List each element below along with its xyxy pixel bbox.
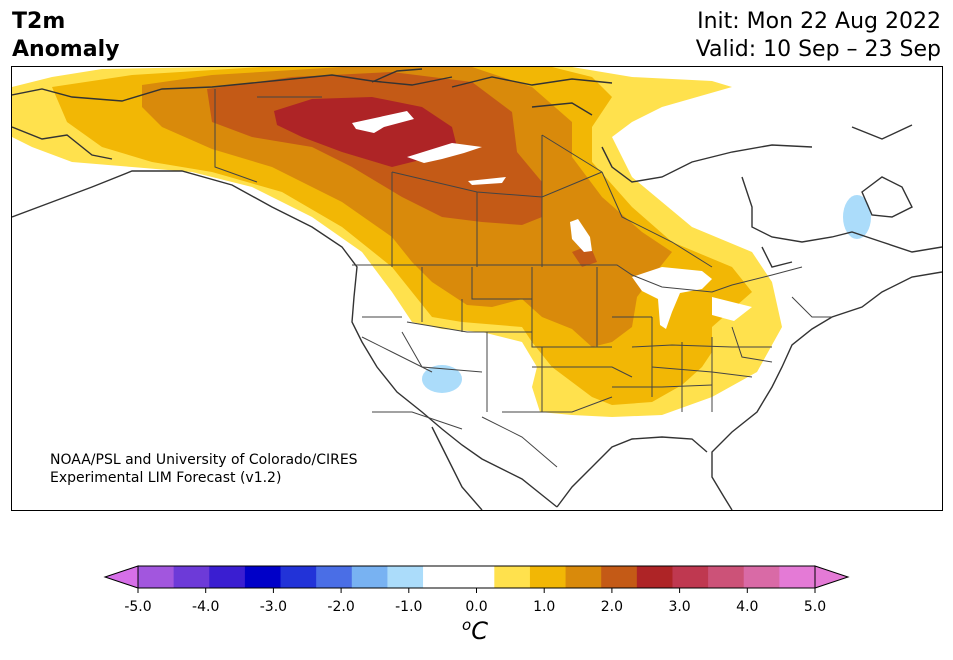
- credit-line-1: NOAA/PSL and University of Colorado/CIRE…: [50, 452, 358, 468]
- credit-text: NOAA/PSL and University of Colorado/CIRE…: [50, 451, 358, 487]
- colorbar-swatch: [636, 566, 673, 588]
- colorbar-tick-label: -3.0: [260, 599, 287, 615]
- init-date: Init: Mon 22 Aug 2022: [697, 9, 941, 34]
- colorbar-swatch: [244, 566, 282, 588]
- anomaly-contour-2-5: [274, 97, 457, 167]
- temperature-anomaly-map: [12, 67, 942, 510]
- colorbar-swatch: [458, 566, 495, 588]
- colorbar-tick-label: 3.0: [668, 599, 690, 615]
- colorbar-swatch: [601, 566, 638, 588]
- colorbar-tick-label: 1.0: [533, 599, 555, 615]
- coastlines: [12, 68, 942, 510]
- colorbar-swatch: [529, 566, 567, 588]
- lake-winnipeg: [570, 219, 592, 252]
- unit-letter: C: [471, 617, 488, 645]
- map-title: T2m Anomaly: [12, 8, 119, 64]
- great-slave-lake: [407, 143, 482, 163]
- colorbar-swatch: [209, 566, 246, 588]
- cool-anomaly-southwest: [422, 365, 462, 393]
- valid-range: Valid: 10 Sep – 23 Sep: [695, 37, 941, 62]
- colorbar-tick-label: 4.0: [736, 599, 758, 615]
- colorbar-tick-label: -1.0: [395, 599, 422, 615]
- colorbar-tick-label: 2.0: [601, 599, 623, 615]
- map-panel: NOAA/PSL and University of Colorado/CIRE…: [11, 66, 943, 511]
- great-lakes: [632, 267, 752, 329]
- colorbar-ticks: -5.0 -4.0 -3.0 -2.0 -1.0 0.0 1.0 2.0 3.0 4.0 5.0: [124, 588, 826, 615]
- colorbar-tick-label: -5.0: [124, 599, 151, 615]
- colorbar-over-arrow: [814, 565, 850, 589]
- credit-line-2: Experimental LIM Forecast (v1.2): [50, 470, 282, 486]
- lake-athabasca: [468, 177, 506, 185]
- colorbar-unit: oC: [462, 616, 488, 645]
- colorbar-swatch: [565, 566, 602, 588]
- colorbar-swatch: [280, 566, 317, 588]
- colorbar-tick-label: 0.0: [465, 599, 487, 615]
- colorbar-swatches: [103, 565, 850, 589]
- colorbar-swatch: [138, 566, 175, 588]
- forecast-dates: Init: Mon 22 Aug 2022 Valid: 10 Sep – 23…: [696, 8, 941, 64]
- colorbar-under-arrow: [103, 565, 139, 589]
- degree-symbol: o: [462, 616, 472, 634]
- colorbar-swatch: [494, 566, 531, 588]
- colorbar-tick-label: 5.0: [804, 599, 826, 615]
- colorbar-swatch: [779, 566, 816, 588]
- cool-anomaly-quebec: [843, 195, 871, 239]
- colorbar-swatch: [173, 566, 210, 588]
- title-line-2: Anomaly: [12, 37, 120, 62]
- colorbar-swatch: [708, 566, 745, 588]
- great-bear-lake: [352, 111, 414, 133]
- colorbar-tick-label: -4.0: [192, 599, 219, 615]
- title-line-1: T2m: [12, 9, 66, 34]
- colorbar-tick-label: -2.0: [327, 599, 354, 615]
- colorbar-swatch: [387, 566, 424, 588]
- colorbar-swatch: [316, 566, 353, 588]
- political-borders: [214, 89, 832, 468]
- colorbar-swatch: [743, 566, 780, 588]
- colorbar: -5.0 -4.0 -3.0 -2.0 -1.0 0.0 1.0 2.0 3.0 4.0 5.0: [103, 565, 850, 615]
- colorbar-swatch: [423, 566, 460, 588]
- colorbar-swatch: [672, 566, 709, 588]
- colorbar-swatch: [351, 566, 388, 588]
